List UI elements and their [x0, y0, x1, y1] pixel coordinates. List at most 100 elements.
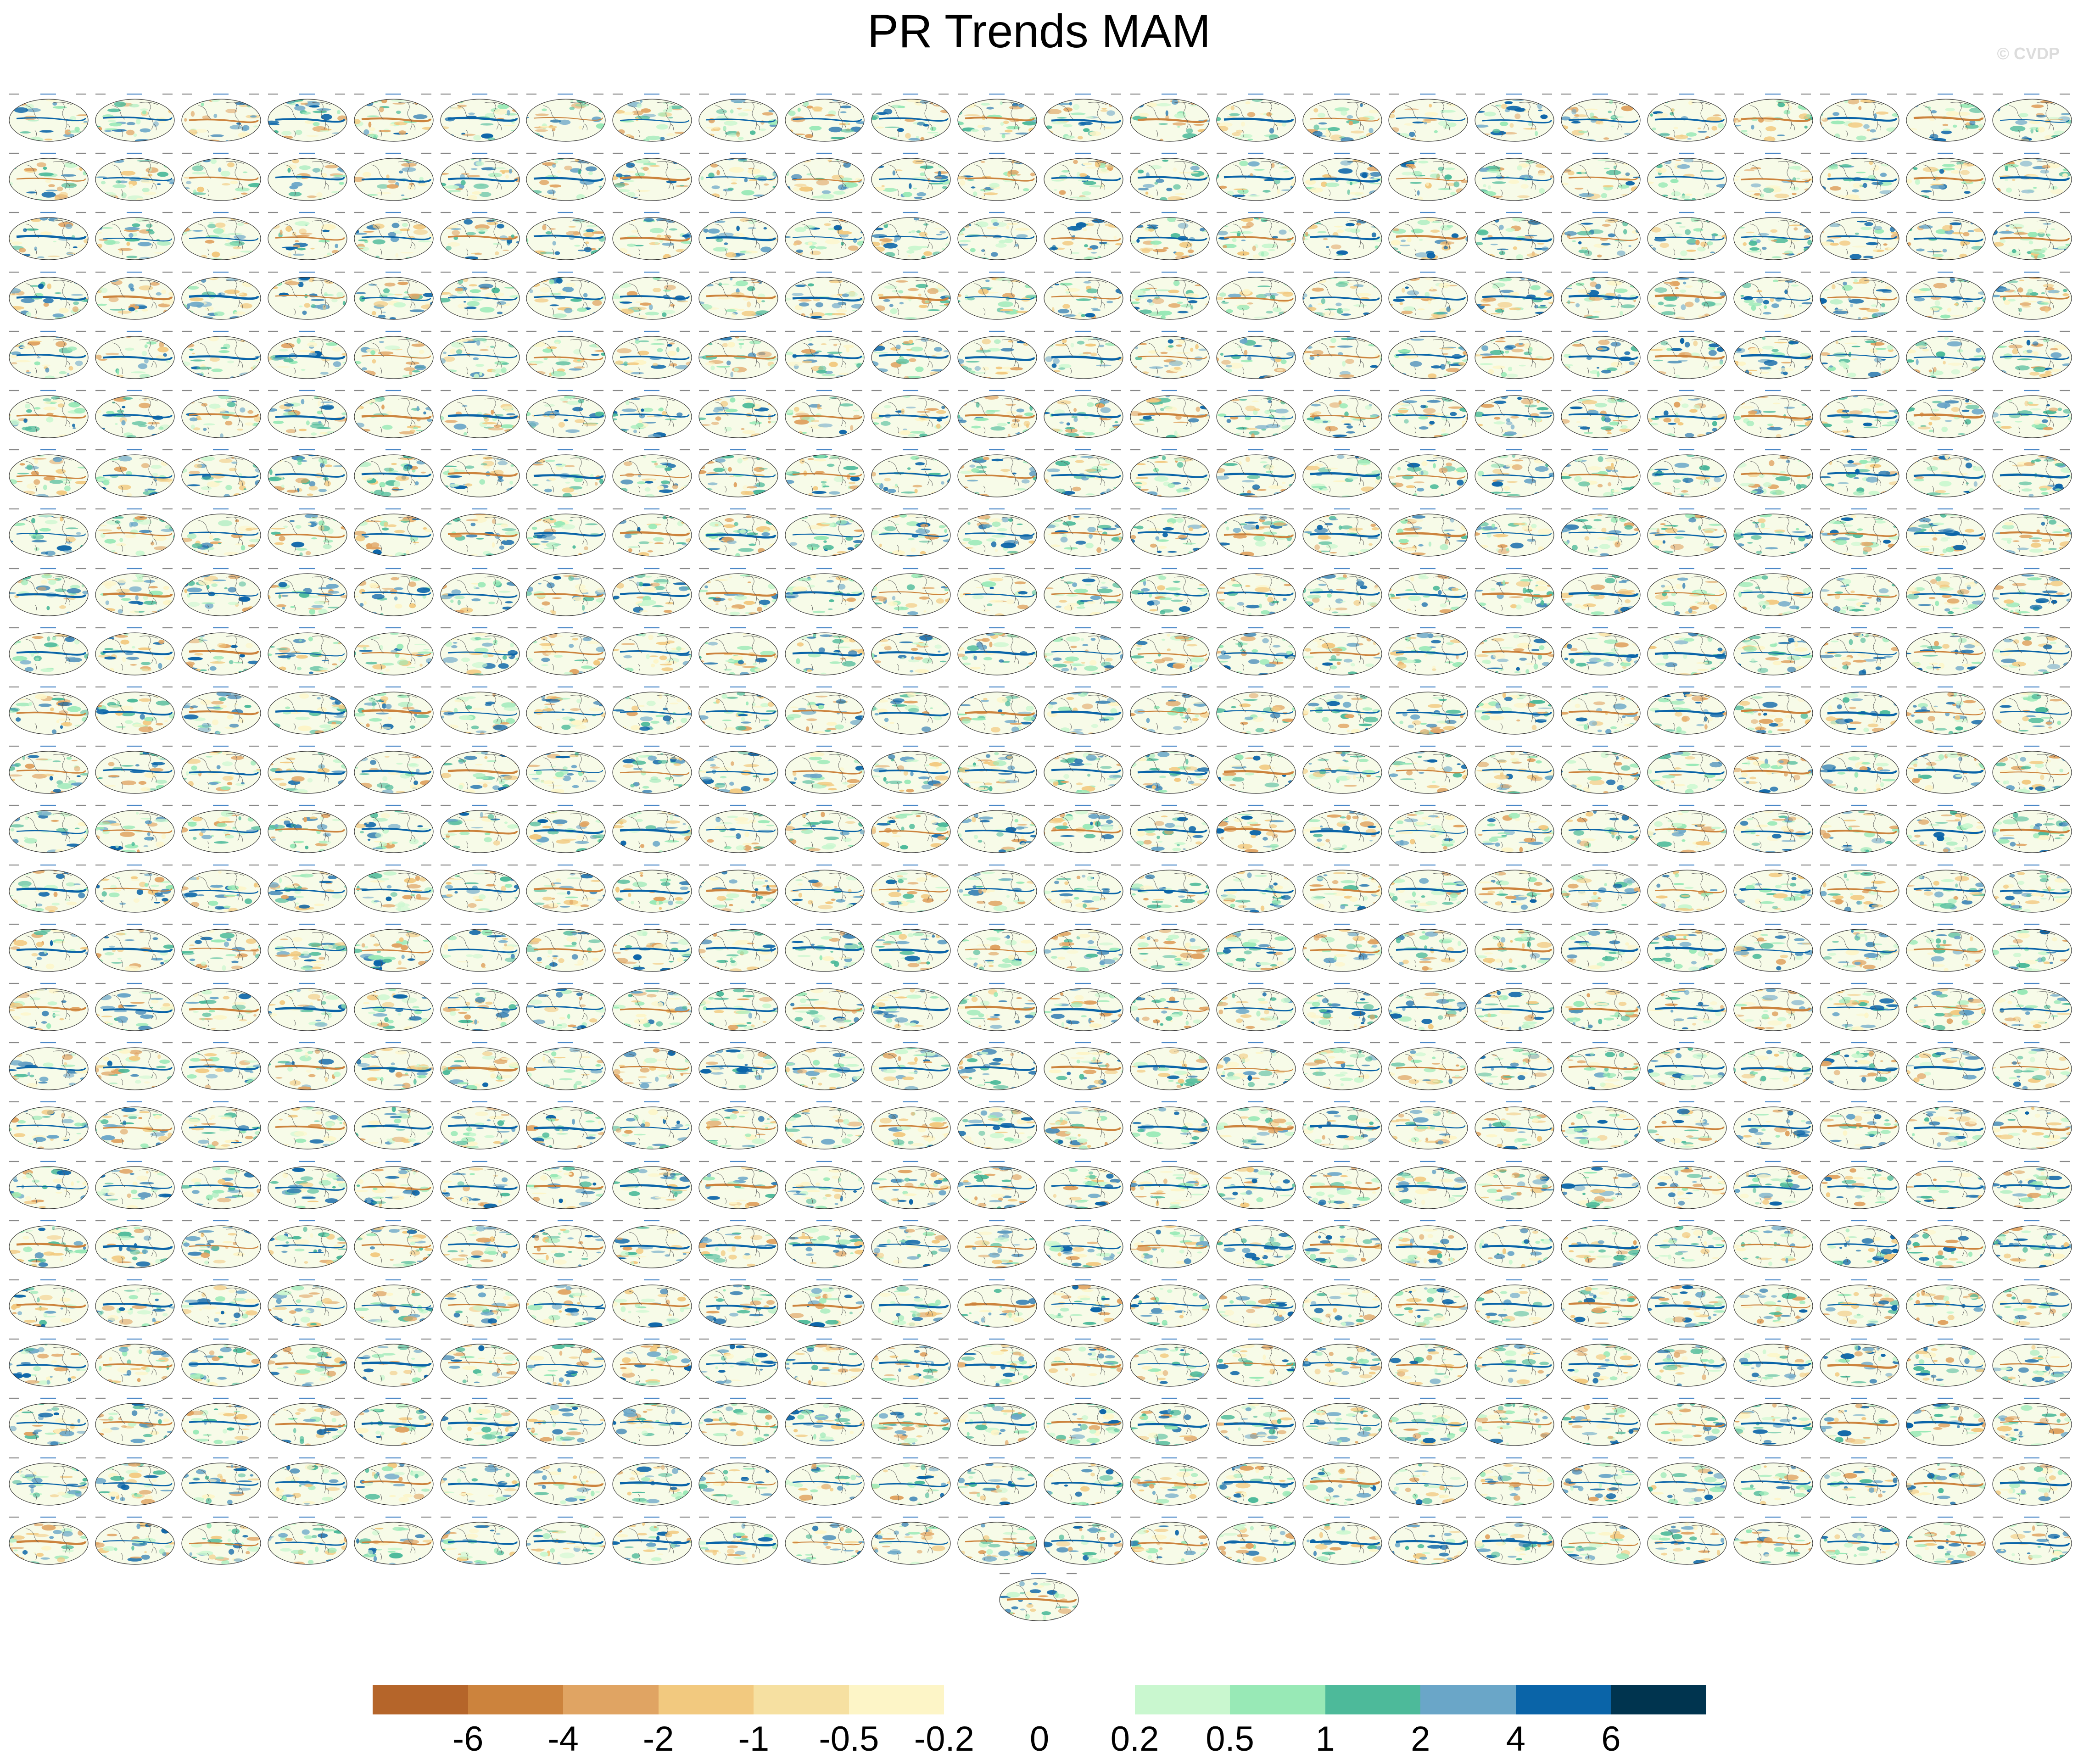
map-panel	[1732, 151, 1815, 202]
map-panel	[1991, 151, 2073, 202]
map-panel	[611, 803, 693, 854]
map-panel	[956, 151, 1039, 202]
map-panel	[1559, 1218, 1642, 1270]
map-panel	[439, 1040, 521, 1092]
map-panel	[180, 1100, 263, 1151]
map-panel	[266, 270, 349, 321]
map-panel	[956, 744, 1039, 795]
map-panel	[1559, 922, 1642, 973]
map-panel	[1128, 1218, 1211, 1270]
map-panel	[439, 270, 521, 321]
map-panel	[1042, 1040, 1125, 1092]
map-panel	[1991, 447, 2073, 499]
map-panel	[180, 388, 263, 440]
map-panel	[1387, 210, 1469, 262]
colorbar-tick-label: -0.2	[914, 1719, 974, 1759]
map-panel	[1991, 803, 2073, 854]
map-panel	[1387, 1396, 1469, 1447]
map-panel	[956, 1396, 1039, 1447]
map-panel	[7, 1515, 90, 1566]
map-panel	[525, 329, 607, 380]
map-panel	[611, 151, 693, 202]
map-panel	[1991, 1159, 2073, 1211]
map-panel	[697, 1040, 780, 1092]
colorbar-tick-label: -6	[452, 1719, 484, 1759]
map-panel	[439, 1337, 521, 1388]
map-panel	[611, 1218, 693, 1270]
map-panel	[1559, 1456, 1642, 1507]
map-panel	[611, 744, 693, 795]
map-panel	[1732, 329, 1815, 380]
map-panel	[1215, 1218, 1297, 1270]
map-panel	[783, 1100, 866, 1151]
map-panel	[1042, 329, 1125, 380]
map-panel	[180, 507, 263, 558]
map-panel	[1905, 92, 1987, 143]
map-panel	[525, 1515, 607, 1566]
map-panel	[1215, 447, 1297, 499]
map-panel	[1905, 270, 1987, 321]
map-panel	[1473, 922, 1556, 973]
map-panel	[7, 92, 90, 143]
map-panel	[439, 329, 521, 380]
map-panel	[439, 447, 521, 499]
map-panel	[7, 922, 90, 973]
map-panel	[352, 922, 435, 973]
map-panel	[1128, 1159, 1211, 1211]
map-panel	[1301, 1040, 1384, 1092]
map-panel	[956, 210, 1039, 262]
map-panel	[1991, 744, 2073, 795]
map-panel	[870, 803, 952, 854]
map-panel	[783, 1278, 866, 1329]
map-panel	[783, 388, 866, 440]
map-panel	[1042, 1218, 1125, 1270]
map-panel	[1042, 1456, 1125, 1507]
map-panel	[1473, 685, 1556, 736]
map-panel	[1215, 270, 1297, 321]
map-panel	[180, 1218, 263, 1270]
map-panel	[1473, 1159, 1556, 1211]
map-panel	[870, 1337, 952, 1388]
colorbar-bin	[373, 1685, 468, 1714]
map-panel	[783, 270, 866, 321]
map-panel	[1905, 1456, 1987, 1507]
map-panel	[439, 210, 521, 262]
map-panel	[525, 922, 607, 973]
map-panel	[1991, 981, 2073, 1033]
map-panel	[352, 1218, 435, 1270]
map-panel	[1646, 151, 1728, 202]
map-panel	[439, 625, 521, 677]
map-panel	[439, 507, 521, 558]
map-panel	[1128, 1456, 1211, 1507]
map-panel	[94, 1515, 176, 1566]
map-panel	[439, 1456, 521, 1507]
map-panel	[1301, 507, 1384, 558]
map-panel	[956, 270, 1039, 321]
map-panel	[439, 1396, 521, 1447]
map-panel	[1732, 981, 1815, 1033]
colorbar-bin	[1611, 1685, 1707, 1714]
map-panel	[1473, 92, 1556, 143]
colorbar-bin	[1039, 1685, 1135, 1714]
map-panel	[1646, 1456, 1728, 1507]
map-panel	[697, 1100, 780, 1151]
map-panel	[1301, 863, 1384, 914]
map-panel	[1387, 329, 1469, 380]
map-panel	[94, 863, 176, 914]
map-panel	[1559, 447, 1642, 499]
map-panel	[1128, 1100, 1211, 1151]
map-panel	[1215, 803, 1297, 854]
map-panel	[1387, 685, 1469, 736]
map-panel	[783, 151, 866, 202]
map-panel	[1905, 1040, 1987, 1092]
map-panel	[783, 625, 866, 677]
map-panel	[1387, 863, 1469, 914]
map-panel	[1387, 1040, 1469, 1092]
map-panel	[1128, 388, 1211, 440]
colorbar-bin	[754, 1685, 849, 1714]
map-panel	[352, 1278, 435, 1329]
map-panel	[7, 151, 90, 202]
map-panel	[697, 922, 780, 973]
colorbar-tick-label: 4	[1506, 1719, 1525, 1759]
map-panel	[1387, 1218, 1469, 1270]
